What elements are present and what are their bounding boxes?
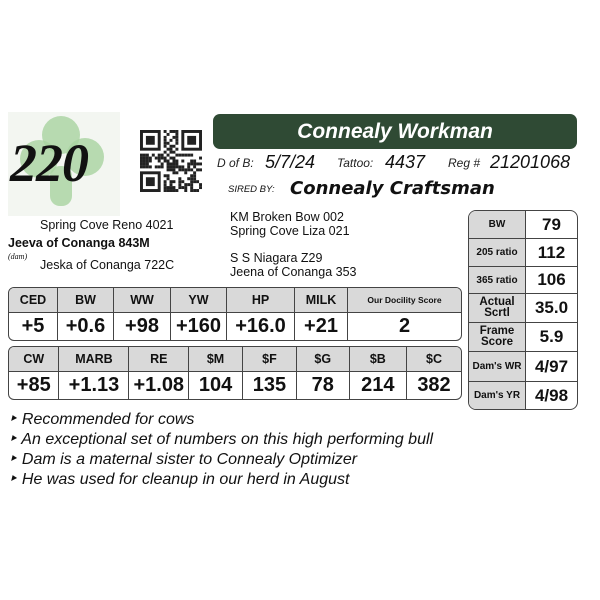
birth-label: D of B:	[217, 156, 254, 170]
qr-code-icon	[140, 130, 202, 192]
reg-label: Reg #	[448, 156, 481, 170]
epd-value: 104	[189, 372, 243, 399]
epd-header: Our Docility Score	[348, 288, 461, 313]
measure-value: 35.0	[526, 294, 577, 323]
dam-sire-dam: Jeena of Conanga 353	[230, 265, 357, 279]
epd-header: MARB	[59, 347, 130, 372]
epd-header: HP	[227, 288, 295, 313]
measure-row: 365 ratio 106	[469, 267, 577, 294]
measure-label: Actual Scrtl	[469, 294, 526, 323]
epd-header: YW	[171, 288, 227, 313]
measure-label: 365 ratio	[469, 267, 526, 294]
measure-value: 4/98	[534, 385, 569, 405]
measure-label: Frame Score	[469, 323, 526, 352]
measure-row: Frame Score 5.9	[469, 323, 577, 352]
note-item: ‣ Recommended for cows	[8, 411, 195, 428]
sire-sire: KM Broken Bow 002	[230, 210, 344, 224]
measure-value: 106	[526, 267, 577, 294]
shamrock-logo	[8, 112, 120, 216]
measure-label: Dam's WR	[469, 352, 526, 382]
measure-row: 205 ratio 112	[469, 239, 577, 267]
epd-value: 382	[417, 374, 451, 396]
epd-value: 135	[243, 372, 297, 399]
measure-value: 5.9	[526, 323, 577, 352]
sired-by-label: SIRED BY:	[228, 184, 275, 195]
measure-label: Dam's YR	[469, 382, 526, 409]
measure-row: Dam's WR 4/97	[469, 352, 577, 382]
notes-list: ‣ Recommended for cows ‣ An exceptional …	[8, 410, 433, 490]
epd-value: +1.13	[59, 372, 130, 399]
tattoo-label: Tattoo:	[337, 156, 374, 170]
epd-value: +21	[295, 313, 348, 340]
epd-value: +16.0	[227, 313, 295, 340]
epd-header: $C	[407, 347, 461, 372]
epd-header: BW	[58, 288, 114, 313]
epd-header: WW	[114, 288, 171, 313]
sire-dam: Spring Cove Liza 021	[230, 224, 350, 238]
epd-header: CW	[9, 347, 60, 372]
epd-header: $F	[242, 347, 297, 372]
dam-sire: Spring Cove Reno 4021	[40, 218, 174, 232]
sire-name: Connealy Craftsman	[290, 178, 495, 199]
epd-table-1: CED BW WW YW HP MILK Our Docility Score +5 +0.6 +…	[8, 287, 462, 341]
epd-value: +85	[9, 372, 60, 399]
epd-value: 78	[297, 372, 350, 399]
epd-header: MILK	[295, 288, 348, 313]
measure-row: Actual Scrtl 35.0	[469, 294, 577, 323]
epd-header: $G	[296, 347, 350, 372]
note-item: ‣ An exceptional set of numbers on this …	[8, 431, 434, 448]
measure-row: BW 79	[469, 211, 577, 239]
animal-name: Connealy Workman	[213, 114, 577, 149]
measure-value: 79	[526, 211, 577, 239]
epd-value: +0.6	[58, 313, 114, 340]
tattoo-value: 4437	[385, 152, 426, 172]
dam: Jeeva of Conanga 843M	[8, 236, 150, 250]
birth-date: 5/7/24	[265, 152, 316, 172]
epd-value: +98	[114, 313, 171, 340]
measure-label: BW	[469, 211, 526, 239]
note-item: ‣ Dam is a maternal sister to Connealy O…	[8, 451, 358, 468]
epd-value: +5	[9, 313, 58, 340]
epd-header: RE	[129, 347, 190, 372]
measurements-table: BW 79 205 ratio 112 365 ratio 106 Actual Scrtl…	[468, 210, 578, 410]
note-item: ‣ He was used for cleanup in our herd in…	[8, 471, 350, 488]
measure-value: 112	[526, 239, 577, 267]
epd-value: 2	[398, 315, 411, 337]
reg-number: 21201068	[490, 152, 571, 172]
epd-header: $B	[349, 347, 408, 372]
dam-sire-sire: S S Niagara Z29	[230, 251, 323, 265]
dam-label: (dam)	[8, 252, 28, 261]
epd-table-2: CW MARB RE $M $F $G $B $C +85 +1.13 +1.08 104 135 78 2…	[8, 346, 462, 400]
epd-header: CED	[9, 288, 58, 313]
measure-value: 4/97	[526, 352, 577, 382]
epd-value: +160	[171, 313, 227, 340]
measure-label: 205 ratio	[469, 239, 526, 267]
epd-value: +1.08	[129, 372, 190, 399]
measure-row: Dam's YR 4/98	[469, 382, 577, 409]
lot-number: 220	[10, 133, 89, 193]
epd-header: $M	[189, 347, 243, 372]
epd-value: 214	[350, 372, 408, 399]
dam-dam: Jeska of Conanga 722C	[40, 258, 175, 272]
